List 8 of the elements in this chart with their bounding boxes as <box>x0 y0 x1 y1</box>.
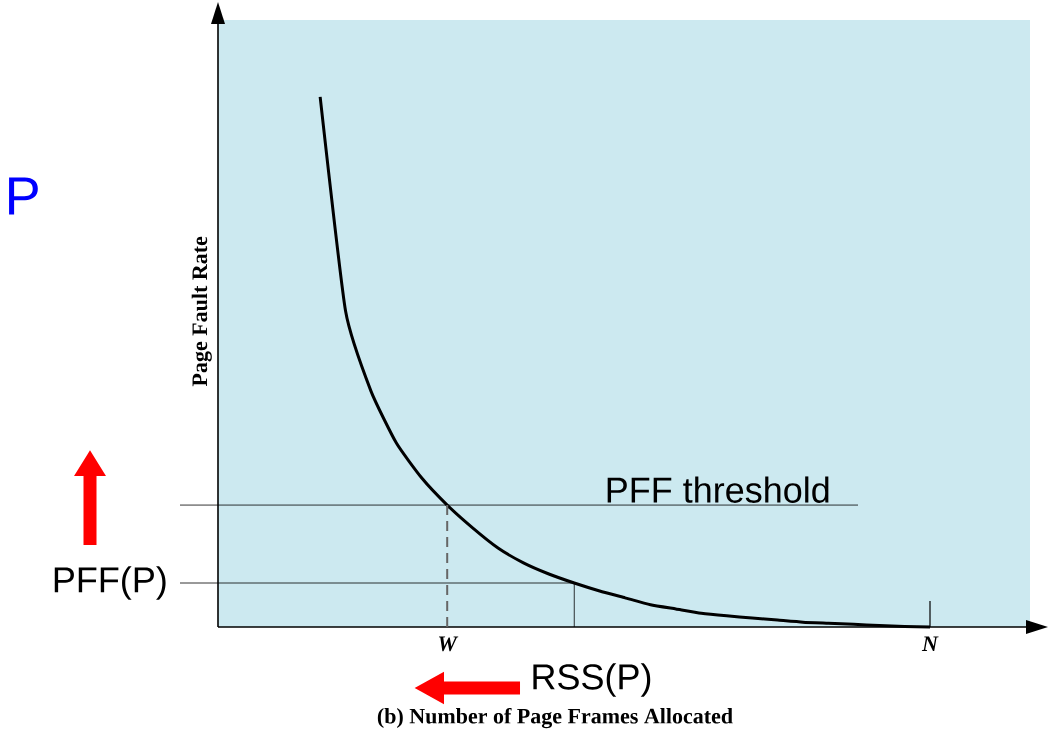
ref-line-label: PFF(P) <box>54 566 166 600</box>
x-axis-title: (b) Number of Page Frames Allocated <box>377 707 733 729</box>
x-tick-label: N <box>921 636 939 651</box>
text: P <box>9 177 38 215</box>
text: RSS(P) <box>533 663 651 697</box>
y-axis-title: Page Fault Rate <box>191 236 212 387</box>
x-tick-label: W <box>438 636 459 652</box>
ref-line-label: PFF threshold <box>607 476 829 503</box>
